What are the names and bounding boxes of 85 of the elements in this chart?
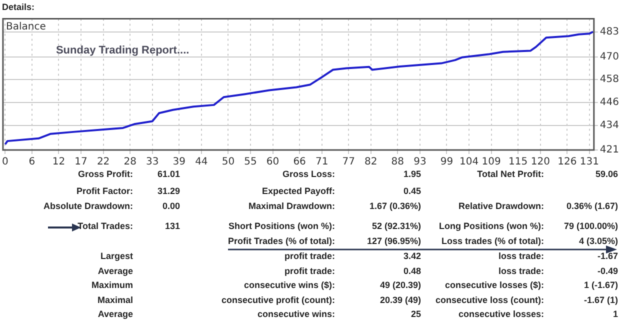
x-tick-label: 6: [28, 156, 36, 168]
text: Expected Payoff:: [262, 186, 335, 197]
text: 25: [410, 309, 421, 320]
text: Largest: [100, 251, 133, 262]
text: 52 (92.31%): [372, 221, 421, 232]
text: 49 (20.39): [380, 280, 421, 291]
text: Maximal Drawdown:: [248, 201, 335, 212]
text: profit trade:: [284, 251, 335, 262]
text: 131: [164, 221, 180, 232]
text: 0.36% (1.67): [566, 201, 618, 212]
text: 3.42: [403, 251, 421, 262]
x-tick-label: 120: [530, 156, 550, 168]
text: consecutive losses ($):: [444, 280, 544, 291]
x-tick-label: 50: [222, 156, 235, 168]
x-tick-label: 88: [391, 156, 404, 168]
text: -0.49: [597, 266, 618, 277]
text: Absolute Drawdown:: [44, 201, 133, 212]
x-tick-label: 104: [459, 156, 479, 168]
text: profit trade:: [284, 266, 335, 277]
text: 0.45: [403, 186, 421, 197]
text: loss trade:: [498, 251, 544, 262]
text: 1.95: [403, 169, 421, 180]
text: 0.48: [403, 266, 421, 277]
text: Gross Profit:: [78, 169, 133, 180]
x-tick-label: 39: [172, 156, 186, 168]
x-tick-label: 115: [508, 156, 528, 168]
text: -1.67: [597, 251, 618, 262]
x-tick-label: 131: [580, 156, 599, 168]
text: Relative Drawdown:: [458, 201, 544, 212]
text: 61.01: [157, 169, 180, 180]
text: 0.00: [162, 201, 180, 212]
text: consecutive wins ($):: [244, 280, 335, 291]
x-tick-label: 28: [124, 156, 136, 168]
text: 127 (96.95%): [366, 236, 421, 247]
x-tick-label: 66: [293, 156, 306, 168]
text: Profit Trades (% of total):: [228, 236, 335, 247]
text: Short Positions (won %):: [228, 221, 335, 232]
text: Long Positions (won %):: [439, 221, 544, 232]
x-tick-label: 12: [52, 156, 66, 168]
y-tick-label: 483: [600, 26, 620, 38]
x-tick-label: 44: [195, 156, 208, 168]
x-tick-label: 60: [266, 156, 280, 168]
text: 59.06: [595, 169, 618, 180]
x-tick-label: 33: [146, 156, 159, 168]
text: 79 (100.00%): [564, 221, 618, 232]
x-tick-label: 0: [2, 156, 8, 168]
text: Average: [98, 266, 133, 277]
text: 1 (-1.67): [584, 280, 618, 291]
text: loss trade:: [498, 266, 544, 277]
text: Average: [98, 309, 133, 320]
x-tick-label: 55: [244, 156, 257, 168]
y-tick-label: 458: [600, 74, 620, 86]
text: Sunday Trading Report....: [56, 44, 190, 56]
y-tick-label: 434: [600, 120, 620, 131]
text: Maximal: [97, 295, 133, 306]
text: Total Net Profit:: [477, 169, 544, 180]
text: consecutive wins:: [257, 309, 335, 320]
y-tick-label: 421: [600, 144, 620, 156]
chart-title: Details:: [2, 2, 35, 12]
x-tick-label: 82: [364, 156, 378, 168]
text: Profit Factor:: [76, 186, 133, 197]
text: consecutive loss (count):: [435, 295, 544, 306]
text: Maximum: [91, 280, 133, 291]
x-tick-label: 22: [96, 156, 110, 168]
y-tick-label: 470: [600, 51, 620, 62]
text: consecutive profit (count):: [221, 295, 335, 306]
text: 1.67 (0.36%): [369, 201, 421, 212]
x-tick-label: 17: [74, 156, 88, 168]
x-tick-label: 71: [315, 156, 328, 168]
text: 1: [612, 309, 618, 320]
text: Loss trades (% of total):: [441, 236, 544, 247]
x-tick-label: 77: [342, 156, 355, 168]
text: Gross Loss:: [282, 169, 335, 180]
x-tick-label: 99: [440, 156, 454, 168]
x-tick-label: 93: [414, 156, 426, 168]
x-tick-label: 109: [482, 156, 501, 168]
text: consecutive losses:: [458, 309, 544, 320]
text: -1.67 (1): [584, 295, 618, 306]
text: 20.39 (49): [380, 295, 421, 306]
annotation: Balance: [6, 21, 46, 32]
y-tick-label: 446: [600, 97, 620, 108]
text: Total Trades:: [78, 221, 133, 232]
text: 4 (3.05%): [578, 236, 618, 247]
x-tick-label: 126: [558, 156, 577, 168]
text: 31.29: [157, 186, 180, 197]
